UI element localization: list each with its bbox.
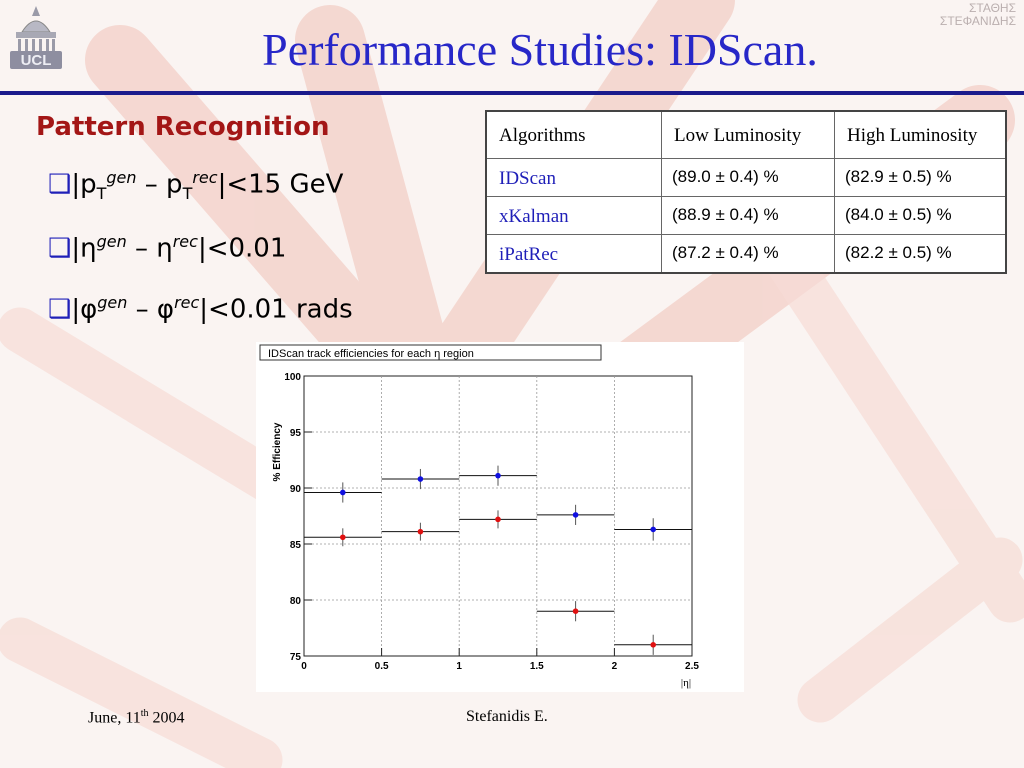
data-point	[417, 476, 424, 482]
y-tick-label: 100	[284, 372, 301, 383]
low-luminosity-value: (89.0 ± 0.4) %	[661, 158, 835, 197]
x-tick-label: 1.5	[530, 661, 544, 672]
data-point	[650, 526, 656, 533]
slide-title: Performance Studies: IDScan.	[262, 24, 818, 75]
high-luminosity-value: (82.2 ± 0.5) %	[834, 234, 1007, 274]
data-point	[417, 528, 424, 535]
data-point	[572, 512, 579, 518]
data-point	[650, 642, 656, 648]
x-tick-label: 2.5	[685, 661, 699, 672]
table-header-cell: Algorithms	[485, 110, 662, 159]
low-luminosity-value: (87.2 ± 0.4) %	[661, 234, 835, 274]
data-point	[572, 608, 579, 614]
algorithms-table: Algorithms Low Luminosity High Luminosit…	[485, 110, 1007, 274]
x-tick-label: 0.5	[375, 661, 389, 672]
section-title: Pattern Recognition	[36, 112, 330, 142]
chart-title: IDScan track efficiencies for each η reg…	[268, 348, 474, 360]
table-row: iPatRec (87.2 ± 0.4) % (82.2 ± 0.5) %	[485, 234, 1007, 274]
algorithm-name: IDScan	[485, 158, 662, 197]
table-row: xKalman (88.9 ± 0.4) % (84.0 ± 0.5) %	[485, 196, 1007, 235]
checkbox-bullet-icon: ❑	[48, 294, 72, 325]
corner-watermark: ΣΤΑΘΗΣ ΣΤΕΦΑΝΙΔΗΣ	[940, 2, 1016, 28]
x-tick-label: 0	[301, 661, 307, 672]
chart-title-box	[259, 344, 602, 361]
data-marks	[304, 465, 692, 655]
bullet-item: ❑|pTgen – pTrec|<15 GeV	[48, 168, 344, 203]
checkbox-bullet-icon: ❑	[48, 169, 72, 200]
y-tick-label: 75	[290, 652, 302, 663]
y-tick-label: 90	[290, 484, 302, 495]
y-axis-label: % Efficiency	[272, 422, 283, 481]
y-tick-label: 95	[290, 428, 302, 439]
ucl-logo-text: UCL	[21, 52, 52, 69]
axis-ticks: 0 0.5 1 1.5 2 2.5 75 80 85 90 95 100	[284, 372, 699, 672]
efficiency-chart: IDScan track efficiencies for each η reg…	[256, 342, 744, 692]
corner-text-line: ΣΤΑΘΗΣ	[968, 1, 1016, 15]
x-axis-label: |η|	[681, 677, 691, 689]
table-row: IDScan (89.0 ± 0.4) % (82.9 ± 0.5) %	[485, 158, 1007, 197]
footer-date: June, 11th 2004	[88, 708, 185, 727]
data-point	[340, 489, 346, 496]
grid-lines	[304, 376, 692, 656]
table-header-row: Algorithms Low Luminosity High Luminosit…	[485, 110, 1007, 159]
table-header-cell: Low Luminosity	[661, 110, 835, 159]
table-header-cell: High Luminosity	[834, 110, 1007, 159]
data-point	[495, 516, 501, 523]
data-point	[495, 472, 501, 479]
algorithm-name: iPatRec	[485, 234, 662, 274]
high-luminosity-value: (82.9 ± 0.5) %	[834, 158, 1007, 197]
checkbox-bullet-icon: ❑	[48, 233, 72, 264]
algorithm-name: xKalman	[485, 196, 662, 235]
high-luminosity-value: (84.0 ± 0.5) %	[834, 196, 1007, 235]
y-tick-label: 80	[290, 596, 302, 607]
y-tick-label: 85	[290, 540, 302, 551]
x-tick-label: 2	[612, 661, 618, 672]
bullet-item: ❑|ηgen – ηrec|<0.01	[48, 232, 287, 264]
bullet-item: ❑|φgen – φrec|<0.01 rads	[48, 293, 353, 325]
ucl-logo: UCL	[10, 6, 62, 69]
x-tick-label: 1	[456, 661, 462, 672]
footer-author: Stefanidis E.	[466, 708, 548, 725]
low-luminosity-value: (88.9 ± 0.4) %	[661, 196, 835, 235]
title-divider	[0, 91, 1024, 95]
corner-text-line: ΣΤΕΦΑΝΙΔΗΣ	[939, 14, 1016, 28]
data-point	[340, 534, 346, 541]
